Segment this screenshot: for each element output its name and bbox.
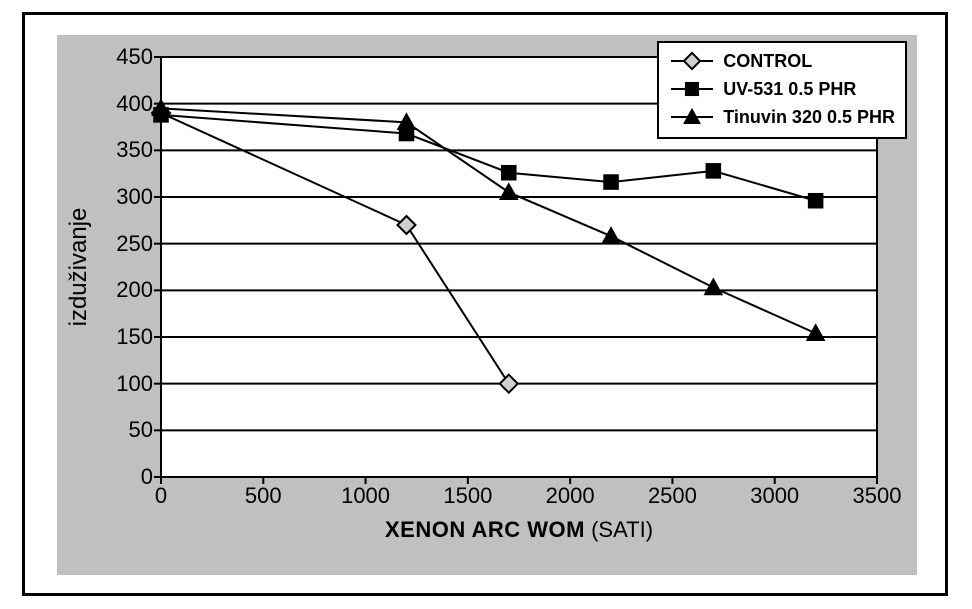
legend-label: CONTROL (723, 51, 812, 72)
x-tick-label: 2500 (648, 483, 697, 509)
y-tick-label: 200 (101, 277, 153, 303)
y-tick-label: 50 (101, 417, 153, 443)
chart-panel: 0 50 100 150 200 250 300 350 400 450 0 500 1000 1500… (57, 35, 917, 575)
y-tick-label: 0 (101, 464, 153, 490)
y-tick-label: 150 (101, 324, 153, 350)
x-tick-label: 2000 (546, 483, 595, 509)
chart-outer-frame: 0 50 100 150 200 250 300 350 400 450 0 500 1000 1500… (22, 12, 948, 596)
y-tick-label: 250 (101, 231, 153, 257)
x-tick-label: 0 (155, 483, 167, 509)
legend-label: Tinuvin 320 0.5 PHR (723, 107, 895, 128)
triangle-icon (669, 106, 715, 128)
x-tick-label: 3000 (750, 483, 799, 509)
x-tick-label: 3500 (853, 483, 902, 509)
x-axis-title: XENON ARC WOM (SATI) (161, 517, 877, 543)
legend-item: UV-531 0.5 PHR (669, 75, 895, 103)
y-axis-title: izduživanje (65, 208, 93, 327)
x-axis-title-bold: XENON ARC WOM (385, 517, 585, 542)
legend-item: Tinuvin 320 0.5 PHR (669, 103, 895, 131)
x-tick-label: 1000 (341, 483, 390, 509)
y-tick-label: 300 (101, 184, 153, 210)
y-tick-label: 350 (101, 137, 153, 163)
diamond-icon (669, 50, 715, 72)
x-tick-label: 500 (245, 483, 282, 509)
y-tick-label: 400 (101, 91, 153, 117)
square-icon (669, 78, 715, 100)
legend: CONTROL UV-531 0.5 PHR Tinuvin 320 0.5 PHR (657, 41, 907, 139)
legend-label: UV-531 0.5 PHR (723, 79, 856, 100)
x-tick-label: 1500 (443, 483, 492, 509)
legend-item: CONTROL (669, 47, 895, 75)
x-axis-title-regular: (SATI) (585, 517, 653, 542)
y-tick-label: 450 (101, 44, 153, 70)
y-tick-label: 100 (101, 371, 153, 397)
